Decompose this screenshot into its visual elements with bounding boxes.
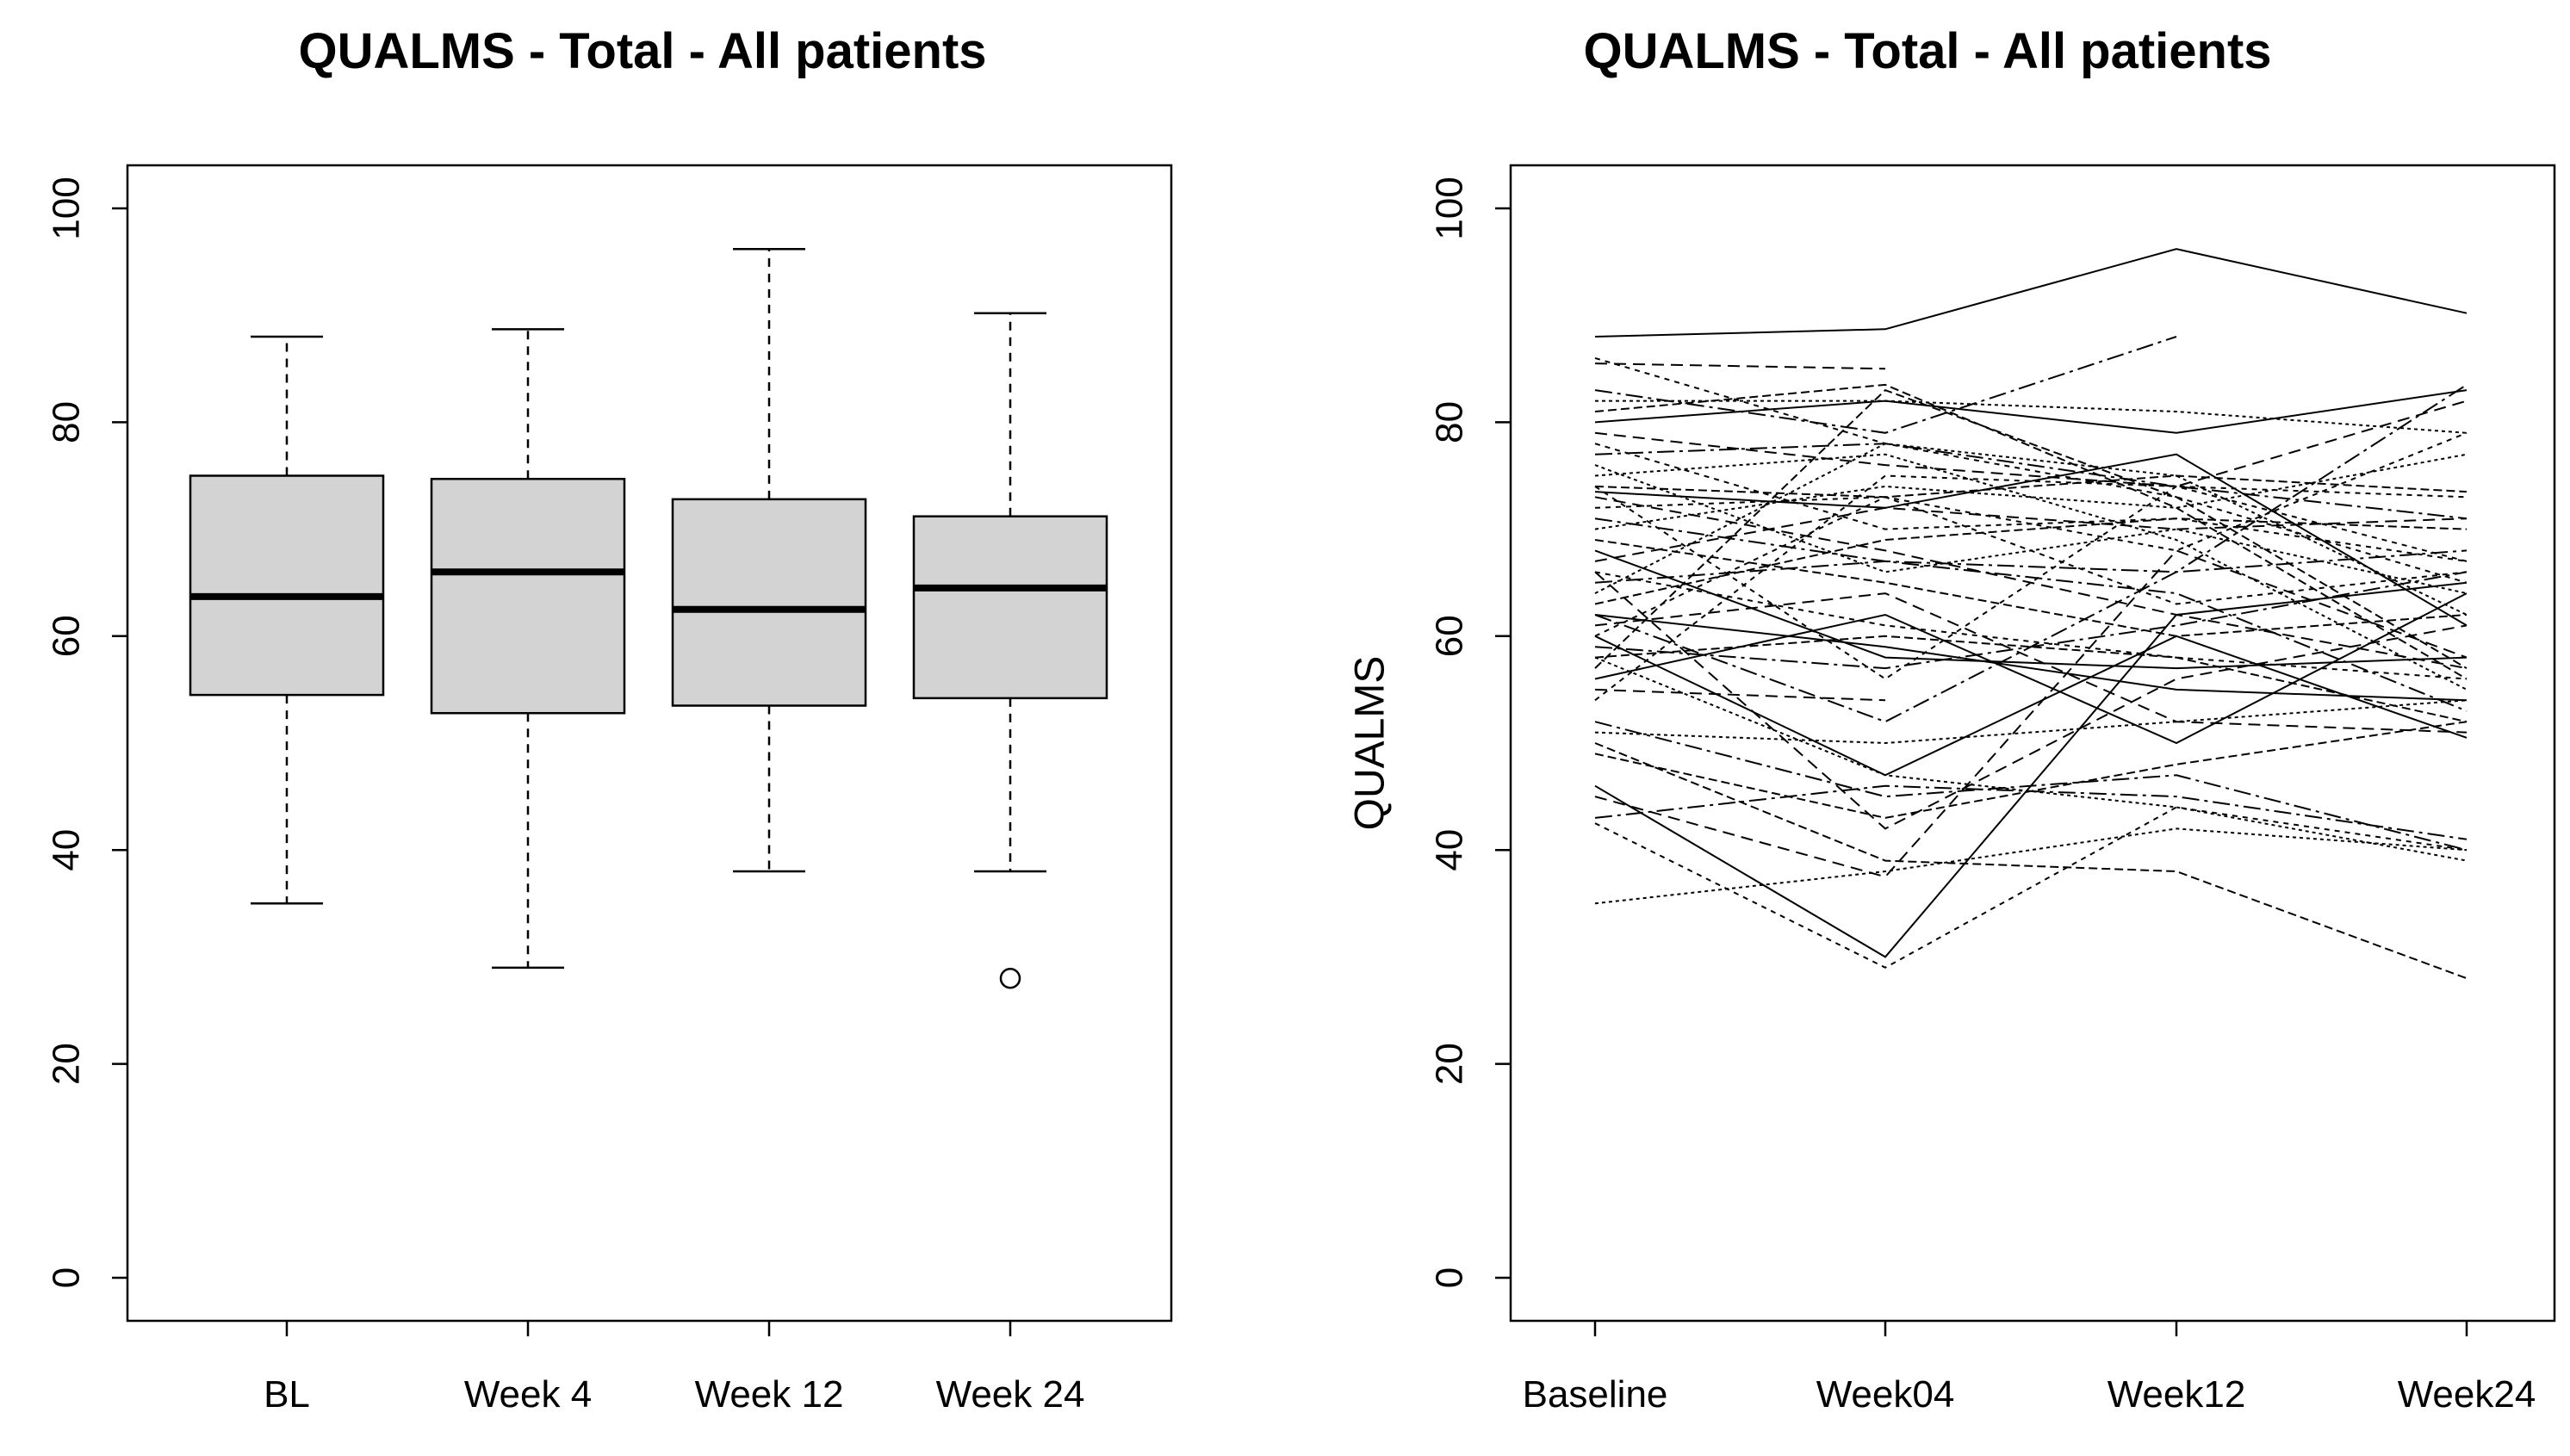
boxplot-chart: 0 20 40 60 80 100 BL Week 4 Week 12 Week 24 <box>46 164 1173 1416</box>
x-tick-label: Week 4 <box>464 1373 592 1416</box>
y-tick-label: 60 <box>1429 615 1471 657</box>
y-tick-label: 20 <box>46 1043 88 1085</box>
patient-line <box>1594 517 2468 712</box>
x-tick-label: Week04 <box>1816 1373 1955 1416</box>
patient-line <box>1594 464 2468 595</box>
y-tick-label: 80 <box>1429 401 1471 443</box>
patient-line <box>1594 549 2468 670</box>
patient-line <box>1594 699 2468 745</box>
patient-line <box>1594 571 2468 670</box>
x-tick-label: Week24 <box>2398 1373 2536 1416</box>
y-tick-label: 40 <box>1429 829 1471 871</box>
patient-line <box>1594 742 2468 980</box>
patient-line <box>1594 656 2468 862</box>
y-axis-label: QUALMS <box>1348 656 1394 831</box>
patient-line <box>1594 688 1886 702</box>
patient-line <box>1594 336 2177 434</box>
y-tick-label: 60 <box>46 615 88 657</box>
patient-line <box>1594 389 2468 434</box>
patient-line <box>1594 496 2468 670</box>
y-tick-label: 20 <box>1429 1043 1471 1085</box>
lineplot-title: QUALMS - Total - All patients <box>1583 23 2272 79</box>
boxplot-title: QUALMS - Total - All patients <box>298 23 987 79</box>
patient-line <box>1594 383 2468 680</box>
patient-line <box>1594 431 2468 637</box>
patient-line <box>1594 571 2468 830</box>
patient-line <box>1594 388 2468 669</box>
y-tick-label: 0 <box>1429 1267 1471 1288</box>
boxplot-panel: QUALMS - Total - All patients 0 20 40 60 80 1… <box>46 23 1173 1416</box>
patient-line <box>1594 248 2468 338</box>
patient-line <box>1594 635 2468 723</box>
patient-line <box>1594 453 2468 530</box>
outlier-point <box>999 967 1021 989</box>
patient-line <box>1594 635 2468 777</box>
patient-line <box>1594 539 2468 637</box>
patient-line <box>1594 443 2468 562</box>
patient-line <box>1595 400 2468 434</box>
x-tick-label: Week 12 <box>695 1373 844 1416</box>
patient-line <box>1594 506 2468 562</box>
y-tick-label: 80 <box>46 401 88 443</box>
y-tick-label: 100 <box>1429 177 1471 239</box>
patient-line <box>1594 549 2468 878</box>
patient-line <box>1594 517 2468 605</box>
patient-line <box>1594 400 2468 487</box>
y-tick-label: 100 <box>46 177 88 239</box>
plot-frame <box>1509 164 2556 1323</box>
y-tick-label: 40 <box>46 829 88 871</box>
patient-line <box>1594 614 2468 702</box>
x-tick-label: Baseline <box>1523 1373 1668 1416</box>
box-iqr <box>671 498 867 707</box>
patient-line <box>1594 453 2468 691</box>
box-iqr <box>430 477 626 715</box>
patient-line <box>1594 784 2468 840</box>
patient-line <box>1594 571 2468 680</box>
patient-line <box>1594 443 2468 520</box>
patient-line <box>1594 453 2468 627</box>
x-tick-label: Week12 <box>2108 1373 2246 1416</box>
x-tick-label: Week 24 <box>936 1373 1085 1416</box>
box-iqr <box>189 474 385 697</box>
patient-line <box>1594 827 2468 905</box>
patient-line <box>1594 806 2468 969</box>
patient-line <box>1594 443 2468 616</box>
patient-line <box>1594 384 2468 723</box>
x-tick-label: BL <box>264 1373 310 1416</box>
box-iqr <box>912 515 1108 700</box>
lineplot-panel: QUALMS - Total - All patients 0 20 40 60 80 1… <box>1285 0 2570 1456</box>
patient-line <box>1594 474 2468 499</box>
lineplot-chart: 0 20 40 60 80 100 Baseline Week04 Week12 Week24 QU… <box>1348 164 2556 1416</box>
patient-line <box>1594 581 2468 958</box>
plot-frame <box>126 164 1173 1323</box>
patient-line <box>1594 362 1886 370</box>
y-tick-label: 0 <box>46 1267 88 1288</box>
